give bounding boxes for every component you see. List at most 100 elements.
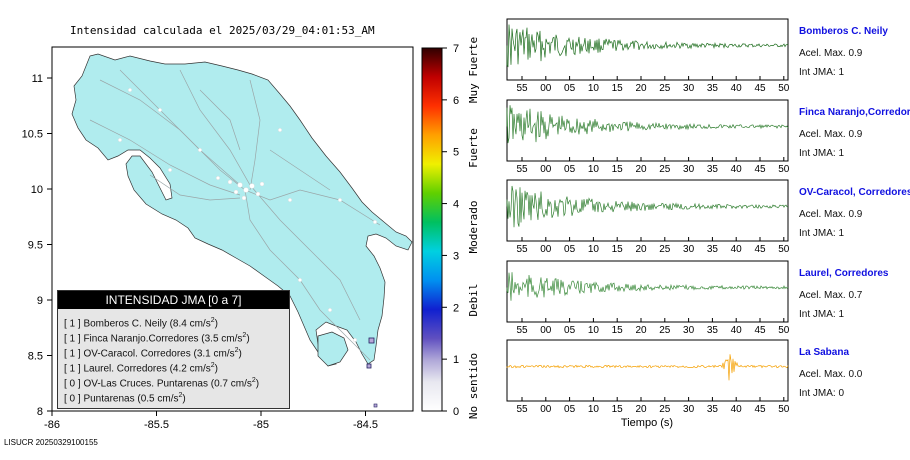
time-tick-label: 50	[778, 404, 790, 415]
time-tick-label: 55	[516, 244, 528, 255]
time-tick-label: 05	[564, 244, 576, 255]
time-tick-label: 25	[659, 164, 671, 175]
time-tick-label: 20	[635, 325, 647, 336]
time-tick-label: 15	[612, 325, 624, 336]
time-tick-label: 35	[707, 83, 719, 94]
waveform-panel: 55 00 05 10 15 20 25 30 35 40 45 50	[506, 260, 790, 336]
waveform-frame	[506, 260, 789, 323]
legend-row-text: [ 1 ] Laurel. Corredores (4.2 cm/s	[64, 363, 211, 375]
scale-tick-label: 5	[453, 147, 459, 159]
waveform-frame	[506, 18, 789, 81]
time-tick-label: 55	[516, 404, 528, 415]
station-acel-max: Acel. Max. 0.9	[799, 48, 863, 59]
scale-category-label: Debil	[467, 283, 480, 316]
time-tick-label: 50	[778, 325, 790, 336]
legend-row-sup: 2	[234, 347, 239, 354]
scale-tick-label: 3	[453, 250, 459, 262]
station-acel-max: Acel. Max. 0.9	[799, 129, 863, 140]
waveform-trace	[506, 354, 789, 381]
legend-row-end: )	[182, 393, 186, 405]
time-tick-label: 35	[707, 164, 719, 175]
time-tick-label: 10	[588, 404, 600, 415]
legend-row-end: )	[255, 378, 260, 390]
time-tick-label: 45	[754, 404, 766, 415]
legend-row-text: [ 1 ] Bomberos C. Neily (8.4 cm/s	[64, 318, 211, 330]
time-tick-label: 10	[588, 164, 600, 175]
map-x-tick-label: -85.5	[144, 419, 169, 431]
waveform-frame	[506, 99, 789, 162]
scale-tick-label: 4	[453, 199, 459, 211]
legend-row-sup: 2	[210, 317, 215, 324]
time-tick-label: 50	[778, 83, 790, 94]
time-tick-label: 10	[588, 83, 600, 94]
station-name: OV-Caracol, Corredores	[799, 187, 910, 198]
legend-row-text: [ 0 ] Puntarenas (0.5 cm/s	[64, 393, 179, 405]
time-tick-label: 05	[564, 325, 576, 336]
time-tick-label: 45	[754, 164, 766, 175]
legend-row: [ 1 ] OV-Caracol. Corredores (3.1 cm/s2)	[58, 343, 289, 360]
waveform-trace	[506, 272, 789, 301]
station-acel-max: Acel. Max. 0.7	[799, 290, 863, 301]
legend-row: [ 1 ] Laurel. Corredores (4.2 cm/s2)	[58, 358, 289, 375]
time-tick-label: 25	[659, 244, 671, 255]
time-tick-label: 20	[635, 164, 647, 175]
time-tick-label: 05	[564, 404, 576, 415]
legend-row-end: )	[214, 318, 218, 330]
legend-row: [ 1 ] Finca Naranjo.Corredores (3.5 cm/s…	[58, 328, 289, 345]
time-tick-label: 30	[683, 164, 695, 175]
time-tick-label: 20	[635, 83, 647, 94]
intensity-legend: INTENSIDAD JMA [0 a 7] [ 1 ] Bomberos C.…	[57, 290, 290, 409]
station-jma-intensity: Int JMA: 1	[799, 228, 845, 239]
station-jma-intensity: Int JMA: 1	[799, 309, 845, 320]
scale-category-label: Fuerte	[467, 128, 480, 168]
city-markers	[118, 88, 377, 342]
legend-row: [ 1 ] Bomberos C. Neily (8.4 cm/s2)	[58, 313, 289, 330]
time-tick-label: 00	[540, 83, 552, 94]
time-tick-label: 30	[683, 325, 695, 336]
map-x-tick-label: -86	[44, 419, 60, 431]
color-scale-ticks: 0 1 2 3 4 5 6 7	[442, 43, 459, 418]
time-tick-label: 55	[516, 83, 528, 94]
station-name: La Sabana	[799, 347, 850, 358]
time-tick-label: 50	[778, 244, 790, 255]
waveform-trace	[506, 24, 789, 68]
map-y-tick-label: 11	[32, 73, 43, 85]
waveform-panel: 55 00 05 10 15 20 25 30 35 40 45 50	[506, 18, 790, 94]
legend-row-text: [ 1 ] Finca Naranjo.Corredores (3.5 cm/s	[64, 333, 243, 345]
waveform-panel: 55 00 05 10 15 20 25 30 35 40 45 50	[506, 99, 790, 175]
map-x-tick-label: -84.5	[353, 419, 378, 431]
station-marker[interactable]	[368, 337, 375, 344]
station-jma-intensity: Int JMA: 1	[799, 67, 845, 78]
map-y-tick-label: 8.5	[28, 351, 43, 363]
color-scale-bar	[421, 47, 443, 412]
time-tick-label: 40	[731, 164, 743, 175]
time-tick-label: 40	[731, 325, 743, 336]
time-tick-label: 05	[564, 164, 576, 175]
map-y-tick-label: 10	[31, 184, 43, 196]
map-y-axis: 11 10.5 10 9.5 9 8.5 8	[22, 73, 52, 418]
map-y-tick-label: 9.5	[28, 240, 43, 252]
scale-tick-label: 2	[453, 302, 459, 314]
station-marker[interactable]	[366, 363, 372, 369]
legend-row: [ 0 ] Puntarenas (0.5 cm/s2)	[58, 388, 289, 405]
legend-row-sup: 2	[178, 392, 183, 399]
map-x-axis: -86-85.5-85-84.5-84-83.5-83	[44, 411, 378, 431]
station-name: Laurel, Corredores	[799, 268, 889, 279]
legend-row: [ 0 ] OV-Las Cruces. Puntarenas (0.7 cm/…	[58, 373, 289, 390]
scale-category-label: Moderado	[467, 201, 480, 254]
intensity-color-scale: 0 1 2 3 4 5 6 7 No sentido Debil Moderado Fuerte Mu…	[421, 37, 480, 419]
time-tick-label: 25	[659, 325, 671, 336]
station-marker[interactable]	[373, 403, 378, 408]
station-jma-intensity: Int JMA: 0	[799, 388, 845, 399]
time-tick-label: 10	[588, 244, 600, 255]
station-name: Finca Naranjo,Corredores	[799, 107, 910, 118]
waveform-panel: 55 00 05 10 15 20 25 30 35 40 45 50	[506, 179, 790, 255]
road-network	[89, 69, 381, 361]
time-tick-label: 15	[612, 83, 624, 94]
time-tick-label: 40	[731, 404, 743, 415]
time-tick-label: 45	[754, 325, 766, 336]
legend-row-text: [ 1 ] OV-Caracol. Corredores (3.1 cm/s	[64, 348, 235, 360]
map-x-tick-label: -85	[253, 419, 269, 431]
scale-tick-label: 0	[453, 406, 459, 418]
